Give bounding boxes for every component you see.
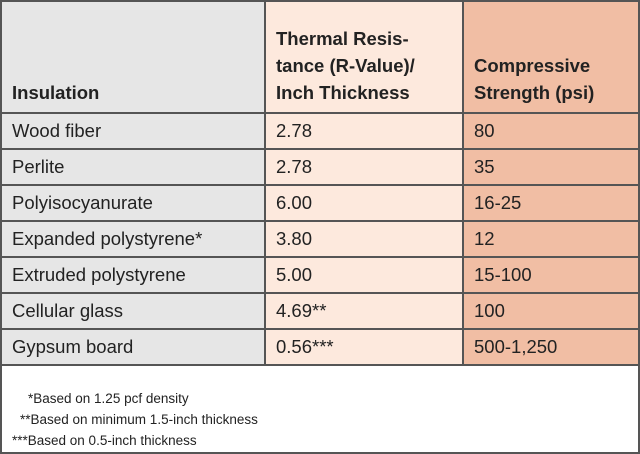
cell-insulation: Gypsum board	[2, 328, 266, 366]
header-line: tance (R-Value)/	[276, 55, 415, 76]
header-row: Insulation Thermal Resis-tance (R-Value)…	[2, 2, 638, 114]
cell-compressive-strength: 100	[462, 292, 638, 330]
footnotes: *Based on 1.25 pcf density **Based on mi…	[2, 380, 638, 452]
cell-r-value: 2.78	[264, 148, 464, 186]
header-line: Compressive	[474, 55, 591, 76]
header-insulation: Insulation	[2, 2, 266, 114]
table-row: Perlite 2.78 35	[2, 148, 638, 186]
table-row: Expanded polystyrene* 3.80 12	[2, 220, 638, 258]
cell-r-value: 4.69**	[264, 292, 464, 330]
cell-compressive-strength: 16-25	[462, 184, 638, 222]
cell-r-value: 3.80	[264, 220, 464, 258]
cell-insulation: Cellular glass	[2, 292, 266, 330]
cell-r-value: 6.00	[264, 184, 464, 222]
cell-r-value: 5.00	[264, 256, 464, 294]
cell-insulation: Expanded polystyrene*	[2, 220, 266, 258]
footnote: **Based on minimum 1.5-inch thickness	[20, 412, 258, 427]
cell-insulation: Wood fiber	[2, 113, 266, 150]
table-row: Gypsum board 0.56*** 500-1,250	[2, 328, 638, 366]
footnote: *Based on 1.25 pcf density	[28, 391, 189, 406]
cell-insulation: Extruded polystyrene	[2, 256, 266, 294]
table-row: Polyisocyanurate 6.00 16-25	[2, 184, 638, 222]
cell-r-value: 2.78	[264, 113, 464, 150]
cell-compressive-strength: 35	[462, 148, 638, 186]
cell-compressive-strength: 80	[462, 113, 638, 150]
table-row: Extruded polystyrene 5.00 15-100	[2, 256, 638, 294]
insulation-table: Insulation Thermal Resis-tance (R-Value)…	[2, 2, 638, 366]
header-line: Thermal Resis-	[276, 28, 409, 49]
cell-compressive-strength: 12	[462, 220, 638, 258]
cell-insulation: Perlite	[2, 148, 266, 186]
footnote: ***Based on 0.5-inch thickness	[12, 433, 197, 448]
header-line: Strength (psi)	[474, 82, 595, 103]
cell-compressive-strength: 500-1,250	[462, 328, 638, 366]
header-thermal-resistance: Thermal Resis-tance (R-Value)/ Inch Thick…	[264, 2, 464, 114]
cell-compressive-strength: 15-100	[462, 256, 638, 294]
header-compressive-strength: Compressive Strength (psi)	[462, 2, 638, 114]
cell-r-value: 0.56***	[264, 328, 464, 366]
header-line: Inch Thickness	[276, 82, 410, 103]
cell-insulation: Polyisocyanurate	[2, 184, 266, 222]
table-row: Wood fiber 2.78 80	[2, 113, 638, 150]
table-row: Cellular glass 4.69** 100	[2, 292, 638, 330]
